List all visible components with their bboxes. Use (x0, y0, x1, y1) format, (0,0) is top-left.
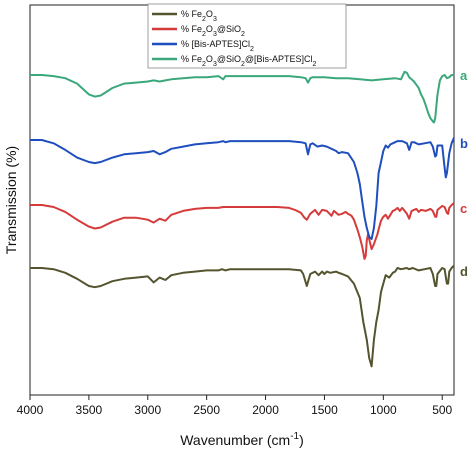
legend-items: % Fe2O3% Fe2O3@SiO2% [Bis-APTES]Cl2% Fe2… (152, 9, 317, 68)
x-tick-label: 3500 (76, 403, 103, 417)
x-axis-title: Wavenumber (cm-1) (180, 431, 304, 448)
series-line-b (30, 137, 455, 240)
series-line-c (30, 202, 455, 260)
legend-box (147, 3, 347, 69)
x-tick-label: 1000 (370, 403, 397, 417)
series-line-a (30, 70, 454, 124)
x-axis-title-main: Wavenumber (cm (180, 432, 290, 448)
curve-labels: d c b a (460, 68, 468, 279)
spectra-lines (30, 70, 455, 368)
x-axis-title-end: ) (299, 432, 304, 448)
x-tick-label: 500 (432, 403, 452, 417)
x-tick-label: 2500 (193, 403, 220, 417)
x-tick-label: 1500 (311, 403, 338, 417)
x-axis-ticks: 4000 3500 3000 2500 2000 1500 1000 500 (17, 395, 453, 417)
legend: % Fe2O3% Fe2O3@SiO2% [Bis-APTES]Cl2% Fe2… (147, 3, 347, 69)
legend-label: % [Bis-APTES]Cl2 (181, 39, 254, 53)
curve-label-c: c (460, 201, 467, 216)
x-tick-label: 2000 (252, 403, 279, 417)
curve-label-a: a (460, 68, 468, 83)
x-axis-title-superscript: -1 (290, 431, 299, 442)
x-tick-label: 3000 (134, 403, 161, 417)
y-axis-title: Transmission (%) (3, 146, 19, 254)
series-line-d (30, 264, 455, 368)
curve-label-d: d (460, 264, 468, 279)
x-tick-label: 4000 (17, 403, 44, 417)
curve-label-b: b (460, 136, 468, 151)
legend-label: % Fe2O3@SiO2 (181, 24, 245, 38)
legend-label: % Fe2O3@SiO2@[Bis-APTES]Cl2 (181, 54, 317, 68)
legend-label: % Fe2O3 (181, 9, 217, 23)
